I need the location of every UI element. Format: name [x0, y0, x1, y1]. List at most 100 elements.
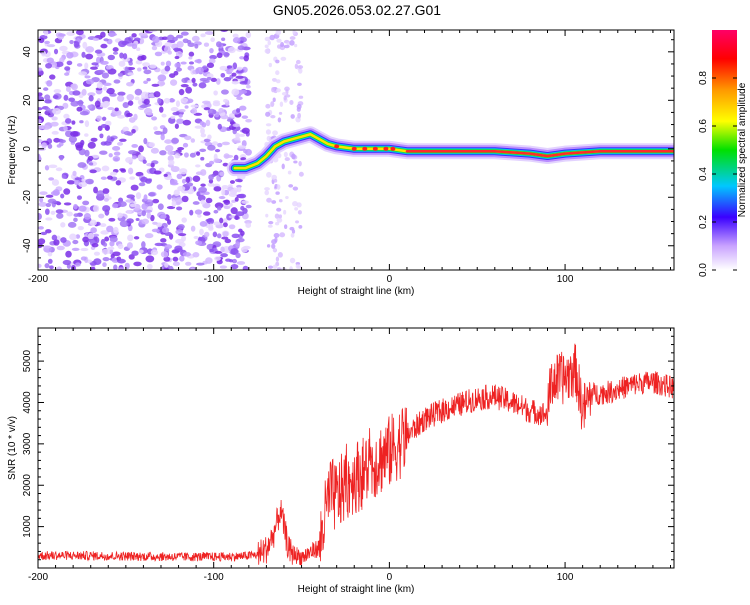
noise-speckle [177, 147, 185, 151]
noise-speckle [223, 205, 231, 210]
noise-speckle [190, 267, 195, 270]
noise-speckle [159, 150, 167, 156]
noise-speckle [125, 199, 134, 203]
noise-speckle [90, 227, 97, 234]
noise-speckle [183, 152, 189, 158]
noise-speckle [283, 44, 290, 49]
noise-speckle [175, 201, 181, 206]
noise-speckle [236, 66, 243, 71]
noise-speckle [135, 59, 143, 65]
noise-speckle [94, 100, 101, 108]
noise-speckle [238, 193, 247, 199]
noise-speckle [273, 233, 280, 238]
noise-speckle [185, 182, 194, 187]
spectrogram-xtick-label: -200 [28, 274, 48, 285]
noise-speckle [200, 199, 206, 205]
noise-speckle [77, 162, 87, 168]
noise-speckle [266, 244, 271, 248]
noise-speckle [264, 190, 270, 196]
noise-speckle [205, 197, 213, 204]
noise-speckle [72, 170, 77, 177]
noise-speckle [59, 45, 68, 52]
noise-speckle [239, 56, 245, 60]
noise-speckle [207, 144, 216, 151]
noise-speckle [52, 95, 59, 99]
noise-speckle [264, 44, 269, 49]
noise-speckle [38, 226, 44, 230]
noise-speckle [231, 199, 237, 203]
noise-speckle [184, 105, 189, 109]
noise-speckle [194, 125, 203, 129]
spectrogram-ytick-label: -20 [22, 190, 33, 205]
colorbar-label: Normalized spectral amplitude [737, 82, 748, 217]
noise-speckle [38, 37, 45, 44]
noise-speckle [55, 61, 64, 68]
noise-speckle [283, 209, 287, 215]
colorbar: 0.0 0.2 0.4 0.6 0.8 [698, 30, 737, 277]
noise-speckle [38, 201, 47, 207]
noise-speckle [141, 218, 150, 225]
noise-speckle [131, 250, 139, 256]
noise-speckle [41, 142, 47, 149]
noise-speckle [62, 259, 72, 266]
snr-ytick-label: 1000 [22, 515, 33, 538]
noise-speckle [216, 206, 222, 211]
noise-speckle [80, 247, 89, 252]
noise-speckle [107, 54, 115, 61]
noise-speckle [63, 125, 68, 132]
noise-speckle [133, 37, 141, 42]
noise-speckle [108, 153, 113, 158]
noise-speckle [126, 82, 134, 87]
noise-speckle [164, 244, 173, 250]
noise-speckle [202, 100, 211, 105]
noise-speckle [100, 31, 106, 38]
noise-speckle [195, 67, 200, 74]
noise-speckle [203, 42, 210, 47]
noise-speckle [241, 127, 250, 134]
noise-speckle [198, 186, 208, 193]
noise-speckle [148, 142, 156, 148]
noise-speckle [220, 72, 226, 78]
noise-speckle [234, 214, 239, 221]
noise-speckle [112, 155, 121, 162]
noise-speckle [290, 114, 295, 119]
noise-speckle [214, 202, 224, 209]
noise-speckle [167, 193, 172, 200]
noise-speckle [160, 61, 165, 66]
noise-speckle [178, 108, 186, 113]
spectrogram-ytick-label: 20 [22, 94, 33, 106]
noise-speckle [208, 160, 215, 165]
noise-speckle [285, 195, 289, 200]
colorbar-tick-label: 0.6 [698, 119, 709, 133]
chart-title: GN05.2026.053.02.27.G01 [273, 2, 441, 18]
noise-speckle [178, 242, 186, 248]
noise-speckle [275, 221, 280, 226]
noise-speckle [60, 193, 65, 199]
noise-speckle [173, 189, 180, 197]
noise-speckle [106, 89, 114, 94]
noise-speckle [212, 101, 221, 107]
noise-speckle [96, 190, 105, 197]
noise-speckle [93, 258, 102, 266]
noise-speckle [160, 214, 167, 220]
noise-speckle [38, 107, 43, 111]
noise-speckle [109, 240, 115, 247]
noise-speckle [295, 220, 300, 224]
noise-speckle [151, 116, 158, 121]
noise-speckle [194, 209, 203, 215]
noise-speckle [271, 239, 277, 245]
spectrogram-ytick-label: 0 [22, 146, 33, 152]
noise-speckle [230, 263, 239, 270]
noise-speckle [267, 224, 273, 228]
noise-speckle [278, 214, 283, 219]
noise-speckle [211, 141, 219, 146]
noise-speckle [150, 147, 159, 154]
noise-speckle [168, 265, 174, 270]
noise-speckle [213, 186, 222, 192]
noise-speckle [200, 127, 205, 135]
noise-speckle [174, 123, 179, 129]
noise-speckle [222, 231, 229, 237]
noise-speckle [160, 238, 167, 243]
noise-speckle [58, 33, 66, 37]
noise-speckle [92, 205, 100, 212]
